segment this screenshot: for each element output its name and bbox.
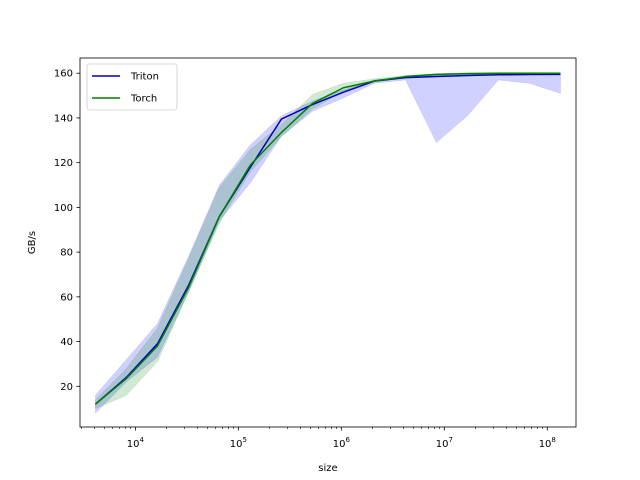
x-tick-label: 105 xyxy=(230,436,247,450)
x-tick-label: 108 xyxy=(539,436,556,450)
series-lines xyxy=(94,72,561,405)
confidence-bands xyxy=(95,72,561,414)
line-series-0 xyxy=(94,73,561,405)
y-tick-label: 120 xyxy=(54,158,73,169)
x-axis-ticks: 104 105 106 107 108 xyxy=(81,427,556,450)
y-axis-label: GB/s xyxy=(27,231,38,254)
y-axis-ticks: 20 40 60 80 100 120 140 160 xyxy=(54,69,80,393)
plot-frame xyxy=(79,57,577,428)
x-axis-label: size xyxy=(318,463,337,474)
band-series-0 xyxy=(95,72,561,414)
y-tick-label: 100 xyxy=(54,203,73,214)
x-tick-label: 104 xyxy=(127,436,145,450)
x-tick-label: 106 xyxy=(333,436,351,450)
band-series-1 xyxy=(95,72,561,410)
y-tick-label: 40 xyxy=(60,337,73,348)
legend-label-1: Torch xyxy=(130,94,157,105)
y-tick-label: 80 xyxy=(60,248,73,259)
x-tick-label: 107 xyxy=(436,436,453,450)
legend: Triton Torch xyxy=(86,63,178,111)
y-tick-label: 160 xyxy=(54,69,73,80)
y-tick-label: 60 xyxy=(60,292,73,303)
line-series-1 xyxy=(94,72,561,405)
y-tick-label: 20 xyxy=(60,382,73,393)
legend-label-0: Triton xyxy=(130,72,159,83)
y-tick-label: 140 xyxy=(54,113,73,124)
